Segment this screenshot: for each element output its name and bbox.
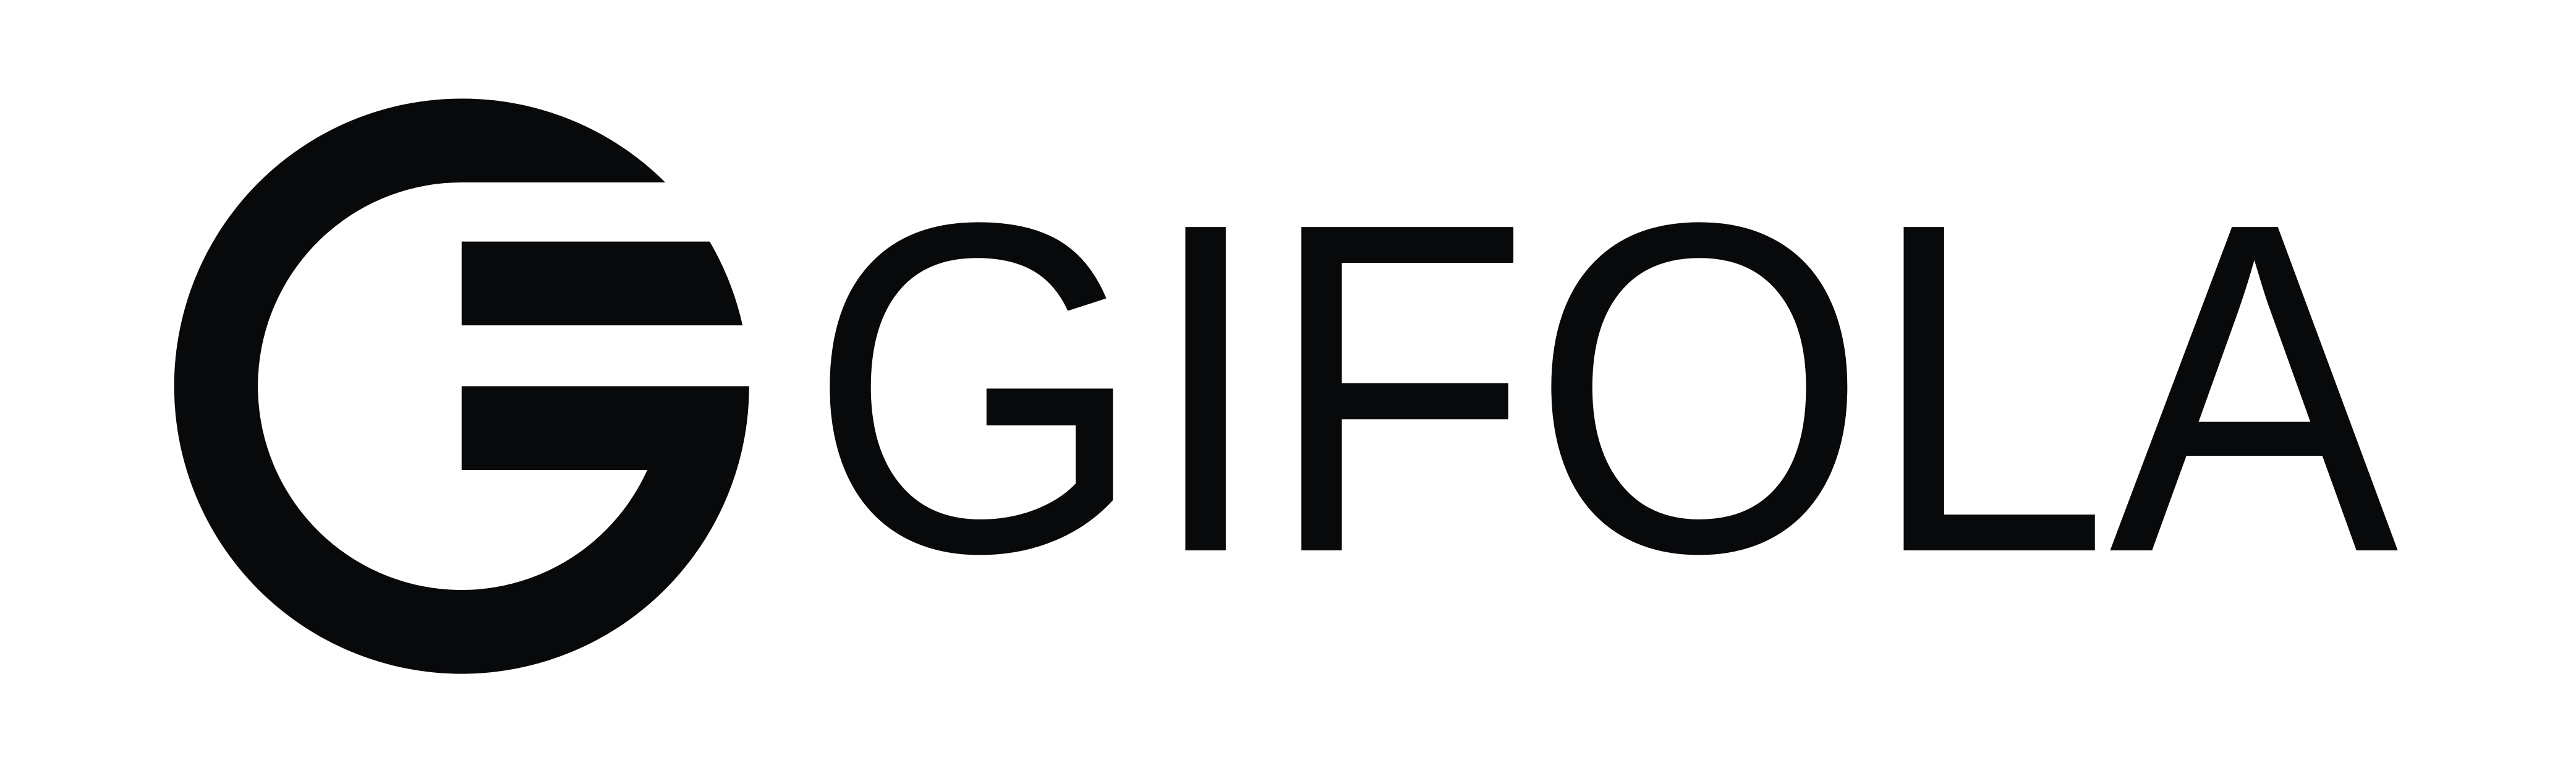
brand-name: GIFOLA <box>808 126 2400 651</box>
logo-icon <box>174 98 749 674</box>
icon-g-bar <box>461 241 743 326</box>
icon-g-ring <box>174 98 749 674</box>
